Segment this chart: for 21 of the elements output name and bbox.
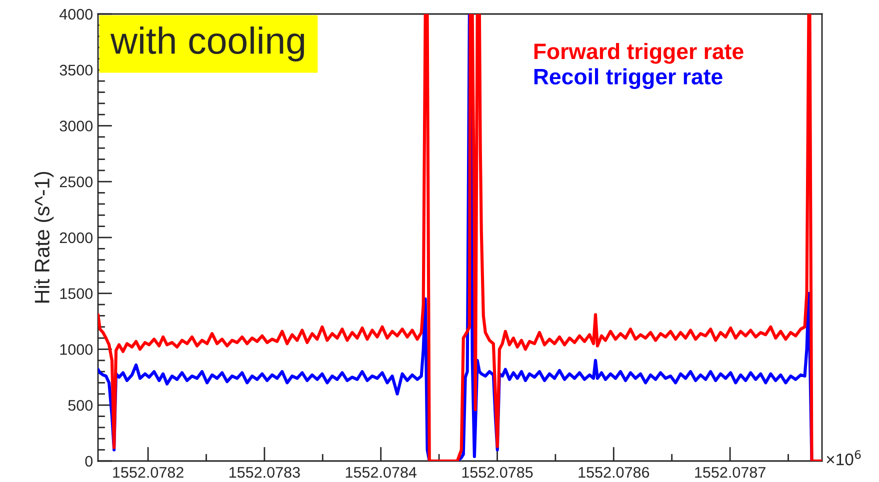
y-tick-label: 3500 <box>60 64 93 76</box>
annotation: with cooling <box>110 26 304 62</box>
y-tick-label: 1000 <box>60 344 93 355</box>
text: Recoil trigger rate <box>534 68 722 90</box>
x-tick-label: 1552.0783 <box>230 466 300 478</box>
y-tick-label: 4000 <box>60 8 93 20</box>
x-tick-label: 1552.0787 <box>695 466 766 478</box>
text: Forward trigger rate <box>534 42 744 64</box>
x-tick-label: 1552.0786 <box>578 466 650 478</box>
x-tick-label: 1552.0785 <box>462 466 533 478</box>
text: ×10$^{6}$ <box>826 450 861 466</box>
y-tick-label: 1500 <box>60 288 93 300</box>
y-tick-label: 3000 <box>60 120 93 132</box>
x-tick-label: 1552.0784 <box>346 466 417 478</box>
y-tick-label: 2500 <box>60 176 93 188</box>
y-tick-label: 500 <box>68 400 93 411</box>
y-tick-label: 2000 <box>60 232 93 244</box>
line-series <box>98 14 822 461</box>
y-axis-title: Hit Rate (s^-1) <box>34 172 54 303</box>
y-tick-label: 0 <box>85 456 93 467</box>
x-tick-label: 1552.0782 <box>113 466 184 478</box>
